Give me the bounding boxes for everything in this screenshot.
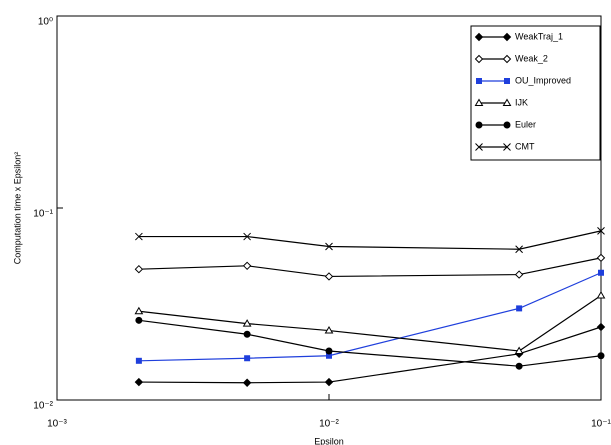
- y-tick-label: 10⁻²: [33, 401, 53, 412]
- marker: [242, 319, 252, 327]
- marker: [597, 352, 605, 360]
- legend-label: Euler: [515, 119, 536, 129]
- legend-box: [470, 25, 601, 161]
- legend-marker: [502, 32, 512, 42]
- marker: [243, 330, 251, 338]
- series-line: [138, 272, 602, 362]
- marker: [596, 253, 606, 263]
- marker: [324, 377, 334, 387]
- marker: [135, 357, 142, 364]
- marker: [134, 377, 144, 387]
- x-axis-label: Epsilon: [314, 436, 344, 445]
- legend-marker: [503, 143, 511, 151]
- marker: [324, 272, 334, 281]
- legend-marker: [503, 121, 511, 129]
- series-line: [138, 230, 602, 250]
- marker: [597, 227, 605, 235]
- marker: [596, 322, 606, 332]
- marker: [134, 264, 144, 274]
- marker: [514, 346, 524, 354]
- legend-marker: [476, 78, 482, 84]
- legend-label: WeakTraj_1: [515, 31, 563, 41]
- legend-marker: [474, 54, 484, 64]
- marker: [514, 270, 524, 279]
- series-line: [138, 257, 602, 278]
- marker: [324, 326, 334, 334]
- x-tick-label: 10⁻²: [319, 419, 339, 430]
- legend-marker: [474, 98, 484, 106]
- marker: [598, 269, 604, 276]
- marker: [244, 355, 251, 362]
- legend-label: CMT: [515, 141, 535, 151]
- legend-label: OU_Improved: [515, 75, 571, 85]
- legend-marker: [474, 54, 484, 64]
- legend-marker: [475, 121, 483, 129]
- series-line: [138, 295, 602, 352]
- legend-label: Weak_2: [515, 53, 548, 63]
- legend-marker: [503, 121, 511, 129]
- marker: [243, 232, 251, 241]
- marker: [325, 242, 333, 251]
- y-axis-label: Computation time x Epsilon²: [12, 152, 22, 265]
- marker: [242, 261, 252, 271]
- y-tick-label: 10⁰: [38, 17, 53, 28]
- legend-marker: [474, 32, 484, 42]
- legend-marker: [504, 78, 510, 84]
- legend-marker: [475, 143, 483, 151]
- marker: [325, 347, 333, 355]
- legend-marker: [504, 78, 510, 84]
- legend-marker: [502, 54, 512, 64]
- legend-marker: [474, 32, 484, 42]
- marker: [134, 306, 144, 315]
- legend-marker: [502, 98, 512, 106]
- x-tick-label: 10⁻¹: [591, 419, 611, 430]
- legend-marker: [474, 98, 484, 106]
- legend-marker: [475, 121, 483, 129]
- legend-marker: [503, 143, 511, 151]
- marker: [516, 305, 523, 312]
- y-tick-label: 10⁻¹: [33, 209, 53, 220]
- legend-marker: [475, 143, 483, 151]
- marker: [515, 362, 523, 370]
- legend-label: IJK: [515, 97, 528, 107]
- legend-marker: [502, 54, 512, 64]
- marker: [242, 378, 252, 387]
- marker: [135, 232, 143, 241]
- legend-marker: [502, 98, 512, 106]
- marker: [135, 316, 143, 324]
- legend-marker: [502, 32, 512, 42]
- marker: [596, 291, 606, 299]
- x-tick-label: 10⁻³: [47, 419, 67, 430]
- marker: [515, 245, 523, 254]
- legend-marker: [476, 78, 482, 84]
